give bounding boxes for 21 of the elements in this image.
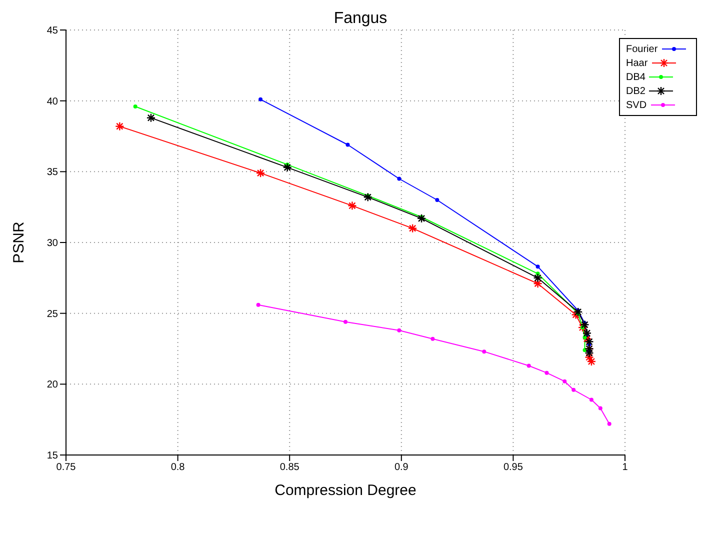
y-tick-label: 40 — [46, 96, 58, 108]
y-tick-label: 15 — [46, 450, 58, 462]
x-axis-title: Compression Degree — [274, 482, 416, 499]
y-tick-label: 30 — [46, 238, 58, 250]
y-tick-label: 35 — [46, 167, 58, 178]
x-tick-label: 0.85 — [280, 462, 300, 474]
x-tick-label: 0.75 — [56, 462, 76, 474]
x-tick-label: 0.8 — [170, 462, 186, 474]
chart-title: Fangus — [334, 10, 388, 27]
y-tick-label: 45 — [46, 26, 58, 37]
y-tick-label: 20 — [46, 380, 58, 391]
legend-label: Fourier — [626, 44, 658, 54]
y-tick-label: 25 — [46, 308, 58, 320]
legend-label: SVD — [626, 100, 647, 110]
x-tick-label: 0.95 — [503, 462, 524, 474]
y-axis-title: PSNR — [10, 222, 28, 264]
x-tick-label: 0.9 — [394, 462, 409, 474]
legend-label: Haar — [626, 58, 648, 68]
x-tick-label: 1 — [622, 462, 628, 474]
legend-label: DB2 — [626, 86, 646, 96]
legend-label: DB4 — [626, 72, 646, 82]
